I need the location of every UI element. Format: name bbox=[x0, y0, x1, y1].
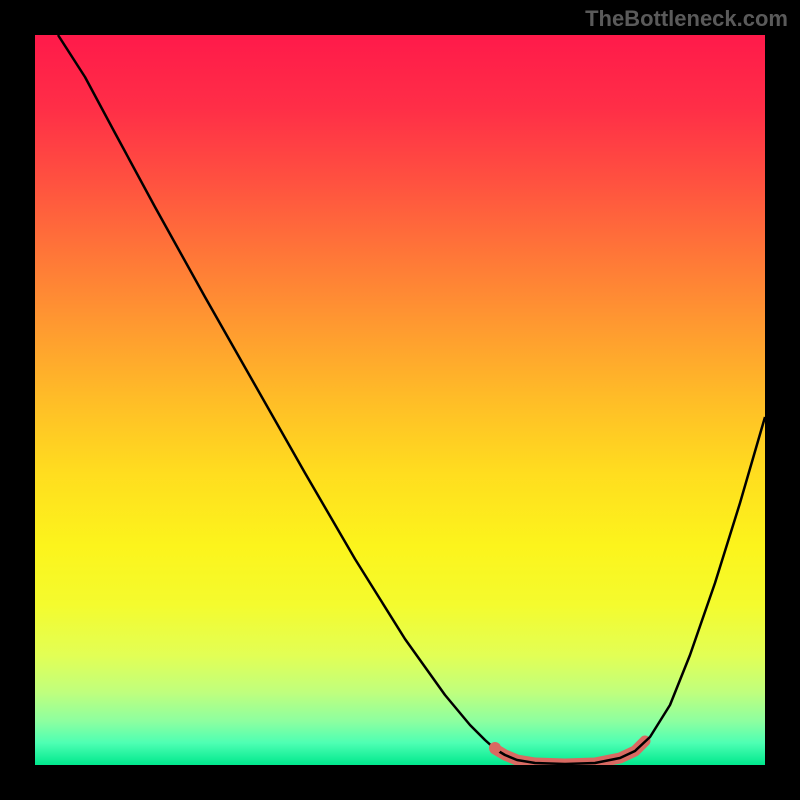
highlight-dot bbox=[489, 742, 501, 754]
watermark-text: TheBottleneck.com bbox=[585, 6, 788, 32]
chart-container: TheBottleneck.com bbox=[0, 0, 800, 800]
bottleneck-curve-chart bbox=[35, 35, 765, 765]
chart-background bbox=[35, 35, 765, 765]
chart-svg bbox=[35, 35, 765, 765]
